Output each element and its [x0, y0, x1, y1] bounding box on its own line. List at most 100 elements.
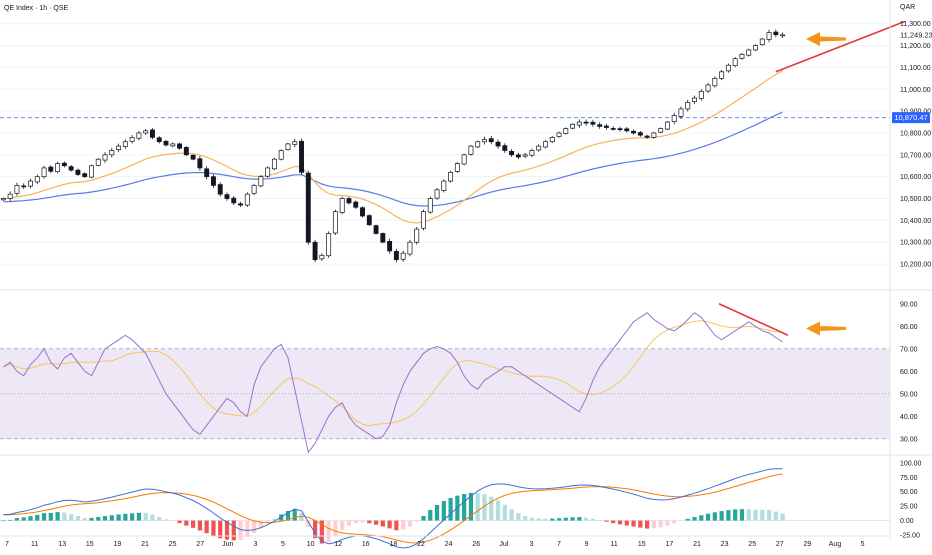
candle-body — [529, 150, 535, 156]
macd-histogram-bar — [35, 514, 40, 521]
symbol-title[interactable]: QE Index · 1h · QSE — [4, 5, 69, 12]
macd-tick-label: 0.00 — [900, 518, 914, 525]
macd-histogram-bar — [312, 520, 318, 539]
macd-histogram-bar — [238, 520, 243, 541]
rsi-tick-label: 90.00 — [900, 301, 918, 308]
time-tick-label: 7 — [557, 541, 561, 548]
candle-body — [278, 150, 284, 160]
rsi-line — [3, 312, 783, 454]
macd-histogram-bar — [678, 520, 684, 522]
candle-body — [210, 176, 216, 186]
macd-tick-label: -25.00 — [900, 533, 920, 540]
candle-body — [732, 58, 738, 67]
candle-body — [570, 123, 576, 129]
macd-panel[interactable] — [0, 468, 890, 549]
macd-histogram-bar — [658, 520, 663, 528]
price-arrow-annotation[interactable] — [806, 32, 846, 47]
time-tick-label: 5 — [861, 541, 865, 548]
macd-histogram-bar — [529, 517, 535, 521]
price-tick-label: 10,600.00 — [900, 174, 931, 181]
macd-histogram-bar — [109, 515, 114, 521]
macd-tick-label: 50.00 — [900, 489, 918, 496]
macd-histogram-bar — [96, 516, 101, 521]
macd-histogram-bar — [590, 518, 595, 521]
ema-slow-line — [3, 111, 783, 207]
arrow-shape[interactable] — [806, 32, 846, 47]
candle-body — [190, 154, 196, 160]
macd-histogram-bar — [367, 520, 372, 524]
candle-body — [251, 185, 257, 194]
rsi-panel[interactable] — [0, 303, 890, 454]
macd-histogram-bar — [28, 516, 33, 521]
time-tick-label: 18 — [390, 541, 398, 548]
macd-histogram-bar — [739, 509, 745, 521]
macd-histogram-bar — [218, 520, 223, 539]
macd-histogram-bar — [197, 520, 202, 531]
candle-body — [41, 167, 47, 178]
candle-body — [366, 215, 372, 226]
candle-body — [773, 31, 779, 36]
candle-body — [617, 128, 623, 131]
macd-histogram-bar — [556, 518, 562, 521]
candle-body — [631, 130, 636, 134]
macd-histogram-bar — [536, 518, 541, 521]
time-tick-label: 27 — [776, 541, 784, 548]
macd-histogram-bar — [577, 517, 582, 521]
macd-histogram-bar — [746, 509, 751, 521]
reference-price-badge: 10,870.47 — [892, 112, 930, 124]
rsi-arrow-annotation[interactable] — [806, 321, 846, 336]
macd-histogram-bar — [441, 501, 446, 521]
candle-body — [678, 108, 684, 117]
time-axis[interactable]: 7 11 13 15 19 21 25 27 Jun 3 5 10 12 16 18 22 24 26 Jul 3 7 9… — [5, 541, 865, 548]
candle-body — [407, 241, 413, 255]
macd-histogram-bar — [448, 497, 453, 521]
macd-histogram-bar — [482, 494, 487, 521]
macd-histogram-bar — [434, 504, 440, 521]
time-tick-label: Jul — [499, 541, 508, 548]
price-panel[interactable] — [0, 20, 905, 265]
candle-body — [116, 145, 122, 150]
macd-histogram-bar — [373, 520, 379, 525]
last-price-label: 11,249.23 — [900, 30, 932, 39]
candle-body — [515, 154, 521, 158]
candle-body — [597, 124, 603, 127]
candle-body — [305, 172, 311, 243]
rsi-trendline-annotation[interactable] — [718, 303, 789, 336]
candle-body — [156, 137, 162, 143]
time-tick-label: 12 — [334, 541, 342, 548]
price-tick-label: 11,000.00 — [900, 87, 931, 94]
candle-body — [217, 184, 223, 195]
price-trendline-annotation[interactable] — [775, 20, 905, 73]
reference-price-label: 10,870.47 — [894, 113, 927, 122]
time-tick-label: 25 — [748, 541, 756, 548]
candle-body — [75, 169, 81, 175]
rsi-grid — [0, 348, 890, 440]
time-tick-label: 21 — [141, 541, 149, 548]
candle-body — [380, 233, 386, 243]
macd-histogram-bar — [116, 514, 121, 521]
candle-body — [685, 102, 691, 110]
macd-histogram-bar — [502, 504, 507, 521]
macd-histogram-bar — [1, 520, 6, 522]
macd-histogram-bar — [204, 520, 209, 534]
candle-body — [143, 130, 149, 134]
time-tick-label: 19 — [114, 541, 122, 548]
macd-histogram-bar — [170, 520, 175, 522]
arrow-shape[interactable] — [806, 321, 846, 336]
macd-histogram-bar — [414, 520, 419, 522]
rsi-ma-line — [3, 320, 783, 427]
macd-histogram-bar — [638, 520, 643, 528]
candle-body — [21, 185, 27, 188]
macd-histogram-bar — [340, 520, 345, 530]
macd-histogram-bar — [705, 513, 711, 521]
price-tick-label: 10,500.00 — [900, 196, 931, 203]
candle-body — [522, 154, 528, 157]
time-tick-label: 9 — [585, 541, 589, 548]
macd-histogram-bar — [495, 500, 501, 521]
candle-body — [292, 141, 298, 145]
macd-histogram-bar — [184, 520, 189, 526]
candle-body — [414, 228, 420, 243]
